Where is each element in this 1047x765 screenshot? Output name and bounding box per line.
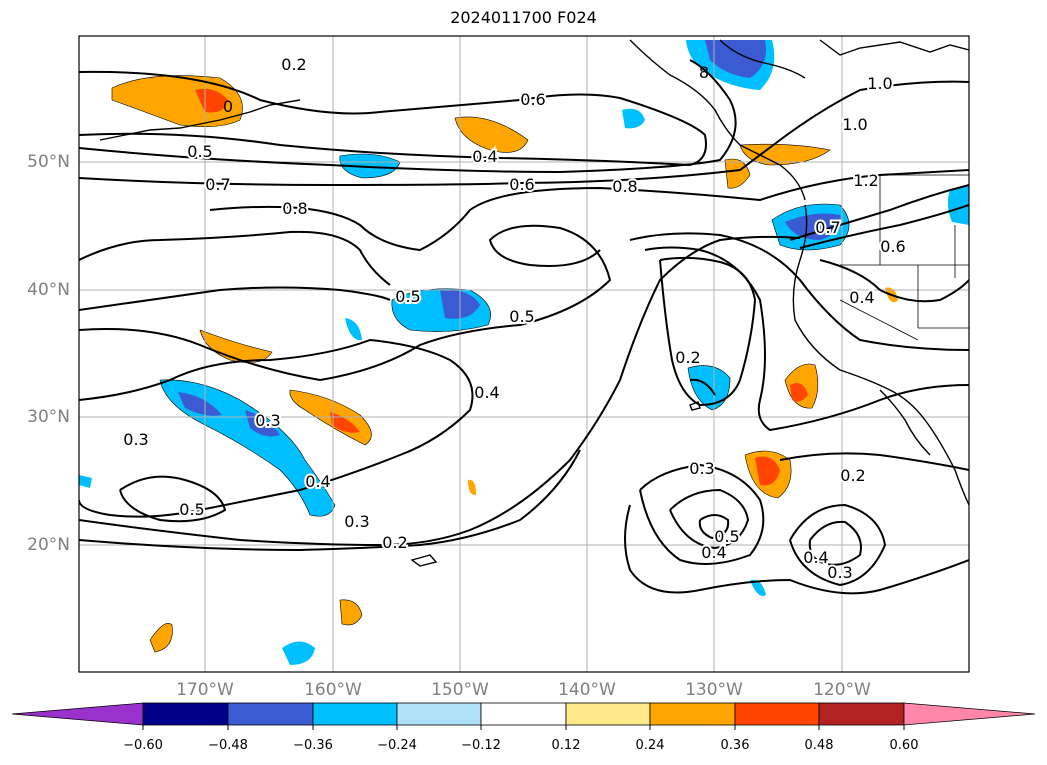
colorbar-cell (227, 702, 314, 726)
gridlines (79, 36, 969, 672)
contour-label: 0.4 (305, 472, 330, 491)
colorbar-tick-label: 0.12 (551, 738, 581, 753)
contour-label: 0.3 (827, 563, 852, 582)
colorbar-cell (565, 702, 651, 726)
lat-label: 50°N (27, 152, 70, 172)
contour-label: 0.2 (281, 55, 306, 74)
colorbar-cell (818, 702, 905, 726)
contour-label: 0.4 (474, 383, 499, 402)
colorbar-tick-label: −0.48 (208, 738, 248, 753)
contour-label: 1.2 (853, 171, 878, 190)
colorbar (11, 702, 1036, 730)
map-frame (78, 35, 970, 673)
contour-label: 0.8 (282, 199, 307, 218)
contour-label: 0.3 (344, 512, 369, 531)
contour-label: 0.3 (123, 430, 148, 449)
contour-label: 0.6 (520, 90, 545, 109)
contour-lines (79, 59, 969, 595)
map-title: 2024011700 F024 (450, 8, 597, 27)
colorbar-cell (734, 702, 820, 726)
colorbar-cell (396, 702, 482, 726)
contour-label: 0.4 (472, 147, 497, 166)
contour-label: 0.2 (840, 466, 865, 485)
colorbar-tick-label: −0.24 (377, 738, 417, 753)
colorbar-tick-label: 0.48 (804, 738, 834, 753)
contour-label: 0.4 (803, 548, 828, 567)
contour-label: 0.4 (701, 543, 726, 562)
borders (839, 174, 969, 341)
colorbar-cell (142, 702, 229, 726)
contour-label: 0.6 (509, 175, 534, 194)
contour-label: 1.0 (842, 115, 867, 134)
contour-label: 0.3 (689, 459, 714, 478)
contour-label: 0.7 (815, 218, 840, 237)
contour-label: 8 (699, 63, 709, 82)
colorbar-tick-label: 0.36 (720, 738, 750, 753)
colorbar-tick-label: −0.60 (123, 738, 163, 753)
contour-label: 0.2 (382, 533, 407, 552)
colorbar-tick-label: −0.12 (461, 738, 501, 753)
lon-label: 160°W (304, 680, 362, 700)
contour-label: 0.5 (179, 500, 204, 519)
contour-label: 0.7 (205, 175, 230, 194)
contour-labels: 0.2 0.6 0.5 0.7 0.8 0.4 0.6 0.8 1.0 1.0 … (121, 53, 907, 584)
lat-label: 40°N (27, 280, 70, 300)
contour-label: 0.5 (187, 142, 212, 161)
colorbar-tick-label: −0.36 (293, 738, 333, 753)
contour-label: 0.3 (255, 411, 280, 430)
lat-label: 20°N (27, 535, 70, 555)
contour-label: 0.4 (849, 288, 874, 307)
lon-label: 120°W (813, 680, 871, 700)
contour-label: 0.8 (612, 177, 637, 196)
lat-label: 30°N (27, 407, 70, 427)
colorbar-extend-high (903, 702, 1036, 726)
lon-label: 170°W (176, 680, 234, 700)
contour-label: 0.5 (714, 527, 739, 546)
contour-label: 1.0 (867, 74, 892, 93)
coastlines (99, 39, 969, 567)
colorbar-extend-low (11, 702, 144, 726)
contour-label: 0.2 (675, 348, 700, 367)
colorbar-cell (480, 702, 567, 726)
lon-label: 150°W (431, 680, 489, 700)
colorbar-cell (312, 702, 398, 726)
contour-label: 0.5 (509, 307, 534, 326)
shaded-anomalies (79, 40, 969, 665)
contour-label: 0.5 (395, 287, 420, 306)
lon-label: 140°W (558, 680, 616, 700)
colorbar-cell (649, 702, 736, 726)
lon-label: 130°W (685, 680, 743, 700)
colorbar-tick-label: 0.60 (889, 738, 919, 753)
contour-label: 0.6 (880, 237, 905, 256)
colorbar-tick-label: 0.24 (635, 738, 665, 753)
contour-label: 0 (223, 97, 233, 116)
